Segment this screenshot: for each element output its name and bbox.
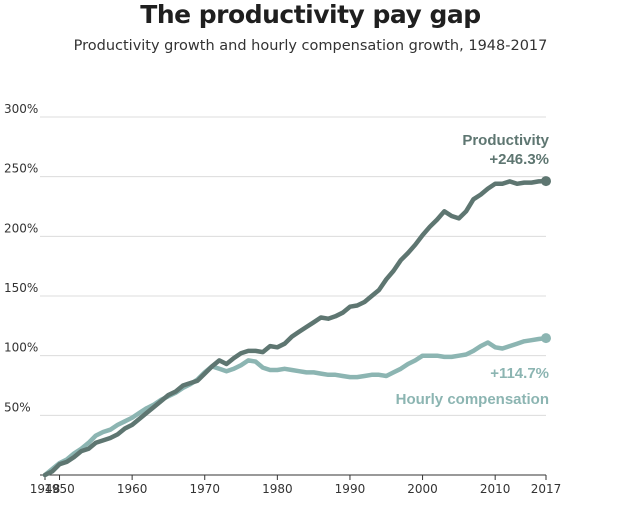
x-tick-label: 2017 (531, 482, 562, 496)
chart-title: The productivity pay gap (140, 0, 481, 29)
series-lines (42, 176, 551, 478)
series-end-point-1 (541, 333, 551, 344)
y-tick-label: 50% (4, 400, 31, 414)
y-axis-ticks: 50% 100% 150% 200% 250% 300% (4, 102, 38, 414)
compensation-series-label: Hourly compensation (396, 391, 549, 408)
x-tick-label: 1990 (335, 482, 366, 496)
series-line-0 (42, 178, 549, 478)
y-tick-label: 300% (4, 102, 38, 116)
y-tick-label: 100% (4, 341, 38, 355)
x-tick-label: 1960 (117, 482, 148, 496)
x-tick-label: 1980 (262, 482, 293, 496)
x-tick-label: 1970 (189, 482, 220, 496)
y-tick-label: 150% (4, 281, 38, 295)
series-end-point-0 (541, 176, 551, 187)
productivity-end-value: +246.3% (489, 151, 549, 168)
chart-subtitle: Productivity growth and hourly compensat… (73, 38, 548, 54)
series-line-1 (42, 335, 549, 478)
compensation-end-value: +114.7% (490, 365, 549, 382)
x-tick-label: 1948 (30, 482, 61, 496)
x-tick-label: 2010 (480, 482, 511, 496)
y-tick-label: 200% (4, 221, 38, 235)
x-tick-label: 2000 (407, 482, 438, 496)
x-tick-label: 1950 (44, 482, 75, 496)
y-tick-label: 250% (4, 162, 38, 176)
productivity-series-label: Productivity (462, 132, 549, 149)
